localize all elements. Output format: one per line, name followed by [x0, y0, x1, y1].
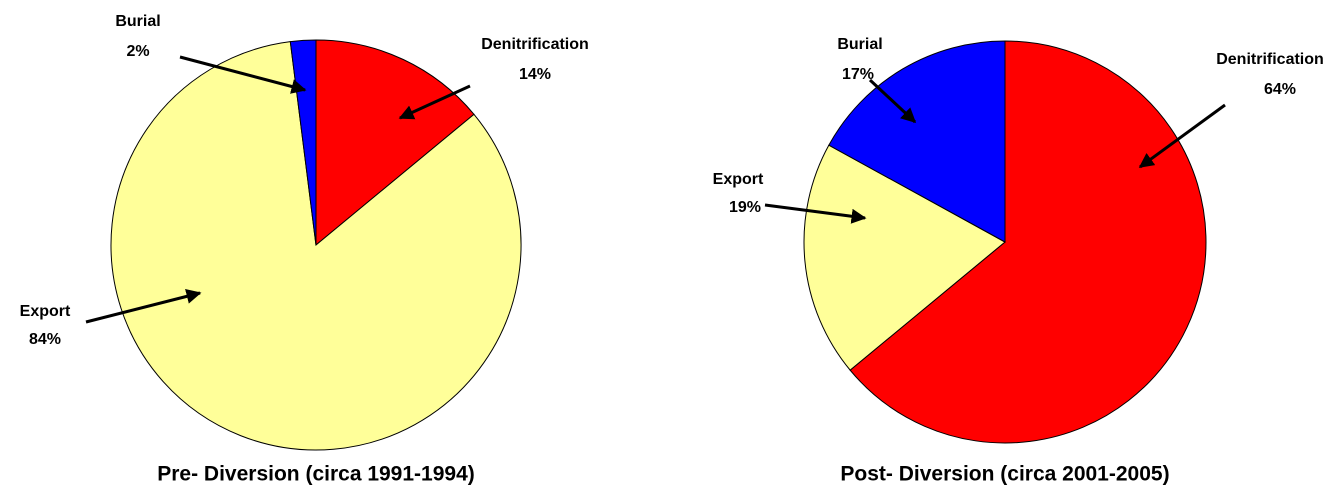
slice-label: Denitrification — [481, 36, 589, 53]
label-arrow — [764, 203, 867, 224]
label-arrow — [868, 78, 917, 124]
pie-slice — [849, 40, 1207, 444]
slice-label: Burial — [837, 36, 882, 53]
slice-label: Burial — [115, 13, 160, 30]
slice-value-label: 84% — [29, 331, 61, 348]
slice-label: Export — [713, 171, 764, 188]
slice-label: Export — [20, 303, 71, 320]
label-arrow — [398, 84, 471, 120]
slice-value-label: 17% — [842, 66, 874, 83]
slice-value-label: 19% — [729, 199, 761, 216]
pie-slice — [110, 41, 522, 451]
pie-slice — [828, 40, 1006, 243]
label-arrow — [1138, 103, 1226, 169]
pie-slice — [803, 144, 1006, 371]
chart-title: Post- Diversion (circa 2001-2005) — [840, 463, 1169, 486]
slice-value-label: 14% — [519, 66, 551, 83]
slice-label: Denitrification — [1216, 51, 1324, 68]
slice-value-label: 2% — [126, 43, 149, 60]
slice-value-label: 64% — [1264, 81, 1296, 98]
label-arrow — [179, 55, 307, 94]
label-arrow — [85, 289, 202, 324]
chart-title: Pre- Diversion (circa 1991-1994) — [157, 463, 475, 486]
pie-slice — [315, 39, 475, 247]
